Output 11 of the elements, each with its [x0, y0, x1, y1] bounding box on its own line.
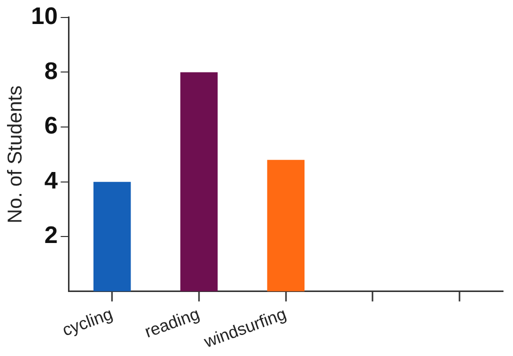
y-tick-label: 6 [44, 112, 58, 140]
y-axis-title: No. of Students [4, 85, 27, 224]
bar [93, 182, 131, 292]
x-tick-label: reading [142, 304, 202, 342]
x-tick-label: cycling [60, 304, 116, 340]
y-tick-label: 2 [44, 222, 58, 250]
y-tick-label: 4 [44, 167, 58, 194]
bar [267, 160, 305, 292]
y-tick-label: 8 [44, 58, 58, 85]
y-tick-label: 10 [30, 3, 58, 30]
bar [180, 72, 218, 292]
